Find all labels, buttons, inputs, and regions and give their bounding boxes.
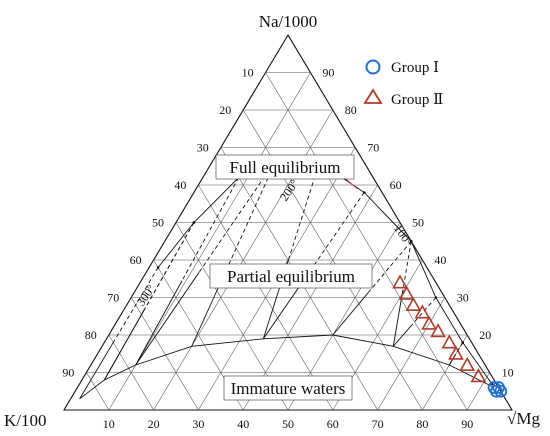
tick-label-bottom: 80: [416, 417, 428, 431]
isotherm-node: [192, 221, 196, 224]
point-group2: [405, 296, 422, 312]
tick-label-right: 20: [479, 328, 491, 342]
gridline-mg: [108, 72, 311, 411]
isotherm-node: [409, 239, 413, 243]
legend-marker-group1: [365, 59, 381, 75]
region-label-partial: Partial equilibrium: [227, 267, 355, 286]
isotherm-dashed: [454, 342, 464, 356]
tick-label-bottom: 50: [282, 417, 294, 431]
tick-label-left: 40: [174, 178, 186, 192]
isotherm-solid: [79, 339, 116, 399]
point-group2: [414, 304, 431, 319]
gridline-k: [86, 372, 110, 411]
tick-label-right: 30: [457, 291, 469, 305]
vertex-label-top: Na/1000: [259, 12, 318, 31]
isotherm-node: [461, 341, 465, 344]
isotherm-solid: [448, 354, 456, 366]
point-group2: [441, 334, 458, 349]
tick-label-left: 10: [242, 66, 254, 80]
isotherm-node: [362, 191, 366, 194]
vertex-label-left: K/100: [4, 411, 47, 430]
tick-label-right: 40: [434, 253, 446, 267]
region-label-immature: Immature waters: [231, 379, 346, 398]
gridline-k: [130, 297, 199, 411]
tick-label-right: 70: [367, 141, 379, 155]
point-group2: [392, 274, 408, 289]
isotherm-dashed: [144, 222, 195, 310]
isotherm-solid: [332, 292, 369, 336]
data-points: [392, 274, 508, 398]
region-label-full: Full equilibrium: [230, 158, 341, 177]
isotherm-node: [434, 296, 438, 299]
gridline-k: [265, 72, 468, 411]
isotherm-solid: [135, 271, 200, 366]
legend-marker-group2: [363, 88, 383, 104]
tick-label-left: 80: [85, 328, 97, 342]
isotherm-dashed: [412, 297, 437, 325]
legend-label-group2: Group Ⅱ: [391, 92, 443, 108]
chart-labels: Na/1000 K/100 √Mg Full equilibrium Parti…: [4, 12, 540, 430]
legend-label-group1: Group Ⅰ: [391, 60, 439, 76]
point-group1: [492, 381, 505, 394]
isotherm-solid: [392, 324, 413, 347]
isotherm-dashed: [367, 240, 412, 294]
isotherm-dashed: [308, 192, 365, 274]
isotherm-solid: [392, 298, 402, 347]
region-box-partial: [209, 263, 373, 289]
isotherm-node: [156, 266, 160, 269]
tick-label-right: 60: [390, 178, 402, 192]
isotherm-solid: [103, 308, 146, 381]
gridline-mg: [466, 372, 490, 411]
point-group2: [448, 345, 464, 360]
tick-label-right: 10: [502, 366, 514, 380]
immature-boundary-curve: [79, 334, 495, 400]
tick-label-left: 70: [107, 291, 119, 305]
point-group2: [470, 368, 487, 383]
tick-label-bottom: 90: [461, 417, 473, 431]
gridline-mg: [377, 297, 446, 411]
tick-label-bottom: 10: [103, 417, 115, 431]
tick-label-left: 50: [152, 216, 164, 230]
grid-layer: 10 10 10 20 20 20 30 30 30 40 40 40 50 50 50 60 60 60 70 70…: [62, 33, 514, 431]
region-box-immature: [223, 375, 353, 401]
isotherm-label: 200°: [277, 177, 302, 204]
point-group2: [459, 356, 476, 372]
isotherm-dashed: [114, 267, 159, 340]
isotherm-dashed: [181, 177, 240, 281]
point-group2: [398, 285, 415, 300]
isotherm-labels: 100°200°300°: [134, 177, 416, 309]
tick-label-bottom: 60: [327, 417, 339, 431]
point-group2: [430, 323, 446, 338]
isotherm-solid: [135, 280, 183, 366]
region-box-full: [215, 154, 355, 180]
tick-label-bottom: 20: [148, 417, 160, 431]
tick-label-bottom: 70: [372, 417, 384, 431]
tick-label-left: 30: [197, 141, 209, 155]
gridline-k: [108, 334, 154, 411]
legend: Group Ⅰ Group Ⅱ: [363, 59, 443, 108]
isotherm-dashed: [400, 241, 412, 300]
tick-label-right: 90: [322, 66, 334, 80]
isotherm-label: 300°: [134, 282, 159, 309]
tick-label-bottom: 40: [237, 417, 249, 431]
tick-label-right: 50: [412, 216, 424, 230]
tick-label-bottom: 30: [192, 417, 204, 431]
tick-label-right: 80: [345, 103, 357, 117]
gridline-mg: [422, 334, 468, 411]
point-group2: [421, 315, 437, 330]
tick-label-left: 60: [130, 253, 142, 267]
tick-label-left: 20: [219, 103, 231, 117]
tick-label-left: 90: [62, 366, 74, 380]
isotherm-dashed: [229, 158, 278, 263]
vertex-label-right: √Mg: [507, 409, 540, 428]
